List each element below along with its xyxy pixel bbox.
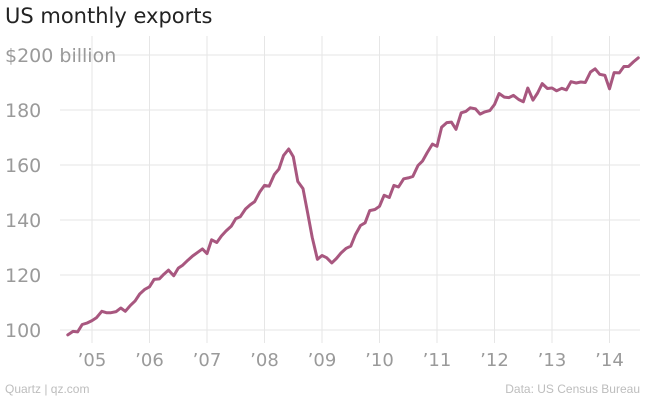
- y-tick-label: $200 billion: [5, 45, 116, 67]
- x-tick-label: ’09: [308, 350, 337, 371]
- x-tick-label: ’08: [250, 350, 279, 371]
- x-tick-label: ’14: [595, 350, 624, 371]
- y-tick-label: 180: [5, 100, 41, 122]
- footer-source-left: Quartz | qz.com: [5, 382, 90, 396]
- y-tick-label: 160: [5, 155, 41, 177]
- x-tick-label: ’10: [365, 350, 394, 371]
- x-tick-label: ’05: [78, 350, 107, 371]
- y-tick-label: 140: [5, 210, 41, 232]
- x-tick-label: ’06: [135, 350, 164, 371]
- series-line: [66, 56, 640, 337]
- y-tick-label: 100: [5, 320, 41, 342]
- x-tick-label: ’11: [423, 350, 452, 371]
- x-tick-label: ’07: [193, 350, 222, 371]
- y-tick-label: 120: [5, 265, 41, 287]
- x-tick-label: ’12: [480, 350, 509, 371]
- footer-source-right: Data: US Census Bureau: [505, 382, 640, 396]
- x-tick-labels: ’05 ’06 ’07 ’08 ’09 ’10 ’11 ’12 ’13 ’14: [78, 350, 624, 371]
- y-tick-labels: 100 120 140 160 180 $200 billion: [5, 45, 116, 342]
- gridlines: [60, 36, 640, 343]
- x-tick-label: ’13: [538, 350, 567, 371]
- chart-title: US monthly exports: [5, 4, 213, 28]
